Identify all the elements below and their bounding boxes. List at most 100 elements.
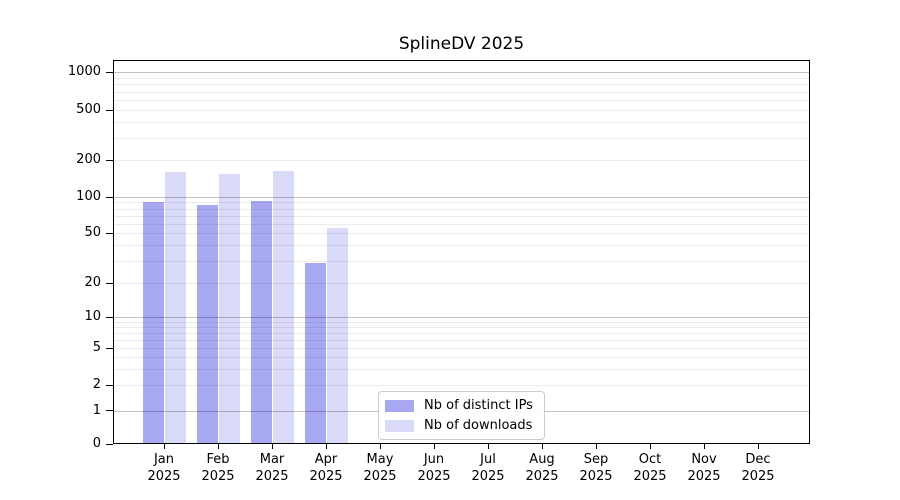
bar-distinct-ips-mar <box>251 200 272 444</box>
y-tick-label: 5 <box>92 340 101 355</box>
x-tick-month: Jun <box>423 452 445 467</box>
gridline-minor <box>114 348 810 349</box>
y-tick-label: 2 <box>92 377 101 392</box>
bar-distinct-ips-jan <box>143 201 164 444</box>
gridline-major <box>114 317 810 318</box>
y-tick-label: 100 <box>76 189 101 204</box>
y-tick-mark <box>106 232 113 234</box>
x-tick-month: Aug <box>529 452 555 467</box>
x-tick-mark <box>649 444 651 449</box>
x-tick-year: 2025 <box>309 469 343 484</box>
gridline-minor <box>114 208 810 210</box>
x-tick-mark <box>487 444 489 449</box>
legend-label-downloads: Nb of downloads <box>424 418 533 433</box>
y-tick-mark <box>106 159 113 161</box>
gridline-minor <box>114 368 810 370</box>
x-tick-year: 2025 <box>201 469 235 484</box>
gridline-minor <box>114 215 810 217</box>
x-tick-month: Apr <box>314 452 338 467</box>
x-tick-month: Feb <box>206 452 230 467</box>
x-tick-label-apr: Apr 2025 <box>298 451 354 485</box>
x-tick-label-jun: Jun 2025 <box>406 451 462 485</box>
y-tick-label: 20 <box>84 275 101 290</box>
bar-distinct-ips-feb <box>197 205 218 444</box>
x-tick-label-jan: Jan 2025 <box>136 451 192 485</box>
x-tick-label-may: May 2025 <box>352 451 408 485</box>
x-tick-year: 2025 <box>579 469 613 484</box>
y-tick-mark <box>106 316 113 318</box>
x-tick-label-nov: Nov 2025 <box>676 451 732 485</box>
x-tick-year: 2025 <box>417 469 451 484</box>
chart-title: SplineDV 2025 <box>398 34 525 54</box>
x-tick-month: Jul <box>480 452 496 467</box>
gridline-minor <box>114 202 810 204</box>
y-tick-label: 0 <box>92 436 101 451</box>
gridline-minor <box>114 84 810 86</box>
gridline-minor <box>114 100 810 101</box>
gridline-minor <box>114 283 810 284</box>
gridline-minor <box>114 233 810 234</box>
gridline-minor <box>114 339 810 341</box>
gridline-minor <box>114 321 810 323</box>
x-tick-mark <box>379 444 381 449</box>
legend-swatch-distinct-ips <box>385 399 414 412</box>
gridline-minor <box>114 110 810 111</box>
legend: Nb of distinct IPs Nb of downloads <box>378 391 545 440</box>
x-tick-year: 2025 <box>741 469 775 484</box>
gridline-minor <box>114 357 810 358</box>
x-tick-mark <box>595 444 597 449</box>
x-tick-mark <box>271 444 273 449</box>
gridline-minor <box>114 260 810 262</box>
x-tick-month: May <box>366 452 394 467</box>
y-tick-mark <box>106 384 113 386</box>
bar-downloads-mar <box>273 170 294 444</box>
x-tick-month: Mar <box>259 452 285 467</box>
legend-swatch-downloads <box>385 419 414 432</box>
y-tick-mark <box>106 410 113 412</box>
x-tick-label-jul: Jul 2025 <box>460 451 516 485</box>
x-tick-mark <box>757 444 759 449</box>
gridline-minor <box>114 332 810 334</box>
gridline-minor <box>114 326 810 328</box>
y-tick-mark <box>106 109 113 111</box>
x-tick-month: Jan <box>153 452 175 467</box>
x-tick-year: 2025 <box>687 469 721 484</box>
x-tick-mark <box>163 444 165 449</box>
legend-item-distinct-ips: Nb of distinct IPs <box>385 398 536 413</box>
gridline-minor <box>114 77 810 79</box>
x-tick-label-sep: Sep 2025 <box>568 451 624 485</box>
x-tick-month: Sep <box>583 452 609 467</box>
x-tick-label-dec: Dec 2025 <box>730 451 786 485</box>
x-tick-year: 2025 <box>525 469 559 484</box>
x-tick-month: Dec <box>745 452 771 467</box>
bar-downloads-apr <box>327 228 348 444</box>
y-tick-mark <box>106 347 113 349</box>
bar-downloads-jan <box>165 171 186 444</box>
y-tick-label: 200 <box>76 152 101 167</box>
legend-item-downloads: Nb of downloads <box>385 418 536 433</box>
y-tick-mark <box>106 443 113 445</box>
y-tick-mark <box>106 282 113 284</box>
x-tick-mark <box>325 444 327 449</box>
x-tick-mark <box>433 444 435 449</box>
x-tick-month: Oct <box>638 452 662 467</box>
y-tick-label: 10 <box>84 309 101 324</box>
x-tick-year: 2025 <box>255 469 289 484</box>
bar-downloads-feb <box>219 174 240 444</box>
gridline-major <box>114 197 810 198</box>
y-tick-label: 1 <box>92 402 101 418</box>
gridline-minor <box>114 91 810 93</box>
y-tick-label: 500 <box>76 102 101 117</box>
gridline-minor <box>114 160 810 161</box>
y-tick-label: 1000 <box>67 64 101 79</box>
x-tick-year: 2025 <box>147 469 181 484</box>
plot-area-frame <box>113 60 810 444</box>
x-tick-mark <box>541 444 543 449</box>
x-tick-label-aug: Aug 2025 <box>514 451 570 485</box>
gridline-major <box>114 72 810 73</box>
x-tick-label-mar: Mar 2025 <box>244 451 300 485</box>
gridline-minor <box>114 137 810 139</box>
x-tick-month: Nov <box>691 452 717 467</box>
legend-label-distinct-ips: Nb of distinct IPs <box>424 398 533 413</box>
x-tick-year: 2025 <box>633 469 667 484</box>
